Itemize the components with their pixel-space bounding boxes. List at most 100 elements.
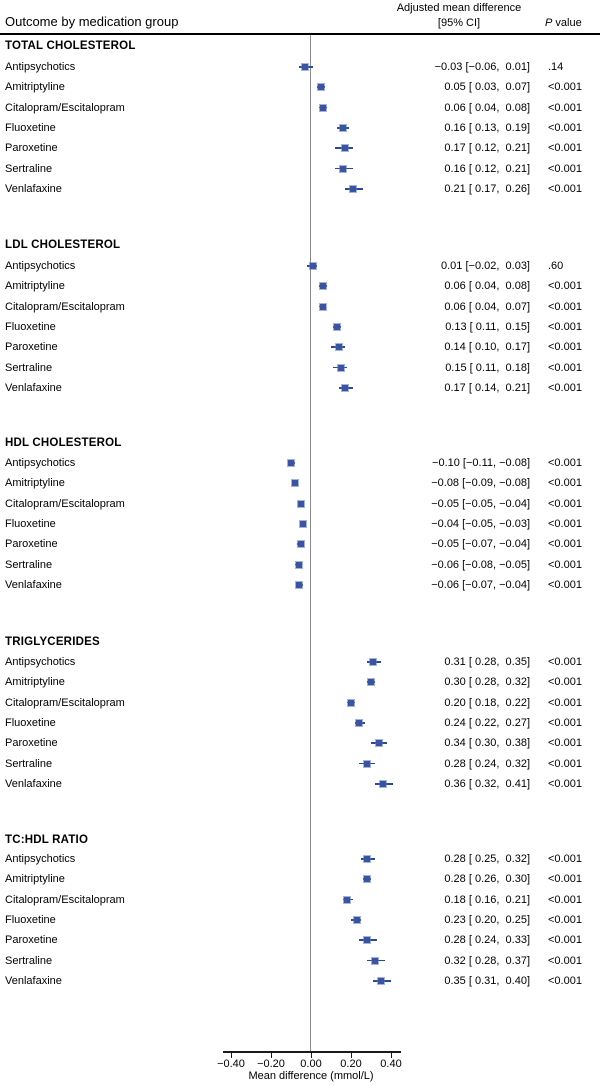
zero-reference-line: [310, 35, 311, 1052]
estimate-ci-text: 0.18 [ 0.16, 0.21]: [444, 893, 530, 906]
p-value-text: <0.001: [548, 974, 582, 987]
point-estimate-marker: [297, 540, 305, 549]
estimate-ci-text: −0.04 [−0.05, −0.03]: [431, 517, 530, 530]
forest-row: Sertraline 0.16 [ 0.12, 0.21] <0.001: [0, 159, 600, 179]
estimate-ci-text: −0.05 [−0.07, −0.04]: [431, 538, 530, 551]
p-value-text: <0.001: [548, 696, 582, 709]
estimate-ci-text: 0.32 [ 0.28, 0.37]: [444, 954, 530, 967]
p-value-text: <0.001: [548, 873, 582, 886]
x-axis-tick-label: 0.20: [340, 1058, 362, 1070]
forest-row: Fluoxetine −0.04 [−0.05, −0.03] <0.001: [0, 514, 600, 534]
row-label: Fluoxetine: [5, 913, 56, 926]
row-label: Paroxetine: [5, 737, 58, 750]
p-value-text: <0.001: [548, 538, 582, 551]
row-label: Fluoxetine: [5, 320, 56, 333]
forest-row: Sertraline 0.32 [ 0.28, 0.37] <0.001: [0, 951, 600, 971]
forest-row: Venlafaxine 0.35 [ 0.31, 0.40] <0.001: [0, 971, 600, 991]
x-axis-line: [223, 1051, 401, 1053]
forest-row: Amitriptyline 0.05 [ 0.03, 0.07] <0.001: [0, 77, 600, 97]
point-estimate-marker: [363, 855, 371, 863]
forest-row: Sertraline 0.15 [ 0.11, 0.18] <0.001: [0, 358, 600, 378]
forest-row: Antipsychotics 0.31 [ 0.28, 0.35] <0.001: [0, 652, 600, 672]
p-value-text: <0.001: [548, 757, 582, 770]
point-estimate-marker: [333, 322, 341, 331]
estimate-ci-text: 0.01 [−0.02, 0.03]: [441, 260, 530, 272]
point-estimate-marker: [347, 698, 355, 707]
p-value-text: <0.001: [548, 558, 582, 571]
forest-row: Fluoxetine 0.23 [ 0.20, 0.25] <0.001: [0, 910, 600, 930]
p-value-text: <0.001: [548, 81, 582, 94]
estimate-ci-text: 0.30 [ 0.28, 0.32]: [444, 676, 530, 689]
row-label: Amitriptyline: [5, 280, 65, 293]
p-value-text: <0.001: [548, 320, 582, 333]
point-estimate-marker: [337, 363, 345, 372]
estimate-ci-text: 0.13 [ 0.11, 0.15]: [445, 320, 530, 333]
p-value-text: <0.001: [548, 142, 582, 155]
pvalue-header-rest: value: [552, 17, 582, 29]
forest-row: Citalopram/Escitalopram 0.18 [ 0.16, 0.21…: [0, 890, 600, 910]
row-label: Antipsychotics: [5, 656, 76, 668]
p-value-text: <0.001: [548, 934, 582, 947]
point-estimate-marker: [291, 479, 299, 488]
row-label: Citalopram/Escitalopram: [5, 300, 125, 313]
forest-row: Amitriptyline −0.08 [−0.09, −0.08] <0.001: [0, 473, 600, 493]
estimate-ci-text: 0.05 [ 0.03, 0.07]: [444, 81, 530, 94]
effect-column-header: Adjusted mean difference: [396, 2, 522, 14]
point-estimate-marker: [353, 915, 361, 924]
row-label: Antipsychotics: [5, 457, 76, 469]
x-axis-tick: [271, 1052, 272, 1058]
estimate-ci-text: 0.14 [ 0.10, 0.17]: [444, 341, 530, 354]
row-label: Venlafaxine: [5, 974, 62, 987]
forest-row: Paroxetine 0.34 [ 0.30, 0.38] <0.001: [0, 733, 600, 753]
estimate-ci-text: 0.28 [ 0.24, 0.33]: [444, 934, 530, 947]
estimate-ci-text: −0.05 [−0.05, −0.04]: [431, 497, 530, 510]
point-estimate-marker: [297, 499, 305, 508]
forest-row: Fluoxetine 0.13 [ 0.11, 0.15] <0.001: [0, 317, 600, 337]
forest-row: Sertraline 0.28 [ 0.24, 0.32] <0.001: [0, 754, 600, 774]
estimate-ci-text: 0.31 [ 0.28, 0.35]: [444, 656, 530, 668]
section-heading: TRIGLYCERIDES: [5, 636, 100, 648]
row-label: Citalopram/Escitalopram: [5, 101, 125, 114]
p-value-text: <0.001: [548, 853, 582, 865]
p-value-text: <0.001: [548, 121, 582, 134]
row-label: Sertraline: [5, 558, 53, 571]
forest-row: Paroxetine 0.14 [ 0.10, 0.17] <0.001: [0, 337, 600, 357]
forest-row: Antipsychotics −0.10 [−0.11, −0.08] <0.001: [0, 453, 600, 473]
forest-row: Fluoxetine 0.16 [ 0.13, 0.19] <0.001: [0, 118, 600, 138]
row-label: Paroxetine: [5, 934, 58, 947]
p-value-text: <0.001: [548, 656, 582, 668]
row-label: Sertraline: [5, 954, 53, 967]
row-label: Sertraline: [5, 162, 53, 175]
section-heading: LDL CHOLESTEROL: [5, 239, 121, 251]
forest-row: Venlafaxine −0.06 [−0.07, −0.04] <0.001: [0, 575, 600, 595]
forest-row: Citalopram/Escitalopram 0.20 [ 0.18, 0.22…: [0, 693, 600, 713]
row-label: Antipsychotics: [5, 260, 76, 272]
x-axis-tick-label: 0.40: [380, 1058, 402, 1070]
row-label: Citalopram/Escitalopram: [5, 893, 125, 906]
point-estimate-marker: [295, 560, 303, 569]
p-value-text: <0.001: [548, 716, 582, 729]
estimate-ci-text: 0.28 [ 0.25, 0.32]: [444, 853, 530, 865]
x-axis-tick: [231, 1052, 232, 1058]
row-label: Amitriptyline: [5, 477, 65, 490]
point-estimate-marker: [369, 658, 377, 666]
forest-row: Paroxetine −0.05 [−0.07, −0.04] <0.001: [0, 534, 600, 554]
point-estimate-marker: [367, 678, 375, 687]
pvalue-column-header: P value: [545, 17, 582, 29]
row-label: Venlafaxine: [5, 381, 62, 394]
point-estimate-marker: [341, 383, 349, 392]
point-estimate-marker: [295, 580, 303, 589]
forest-row: Citalopram/Escitalopram 0.06 [ 0.04, 0.07…: [0, 297, 600, 317]
row-label: Amitriptyline: [5, 676, 65, 689]
estimate-ci-text: 0.36 [ 0.32, 0.41]: [444, 777, 530, 790]
row-label: Sertraline: [5, 361, 53, 374]
point-estimate-marker: [299, 519, 307, 528]
row-label: Citalopram/Escitalopram: [5, 696, 125, 709]
header-rule: [0, 33, 600, 35]
point-estimate-marker: [319, 282, 327, 291]
forest-row: Venlafaxine 0.21 [ 0.17, 0.26] <0.001: [0, 179, 600, 199]
row-label: Citalopram/Escitalopram: [5, 497, 125, 510]
p-value-text: <0.001: [548, 381, 582, 394]
estimate-ci-text: 0.17 [ 0.14, 0.21]: [444, 381, 530, 394]
forest-row: Antipsychotics 0.28 [ 0.25, 0.32] <0.001: [0, 849, 600, 869]
